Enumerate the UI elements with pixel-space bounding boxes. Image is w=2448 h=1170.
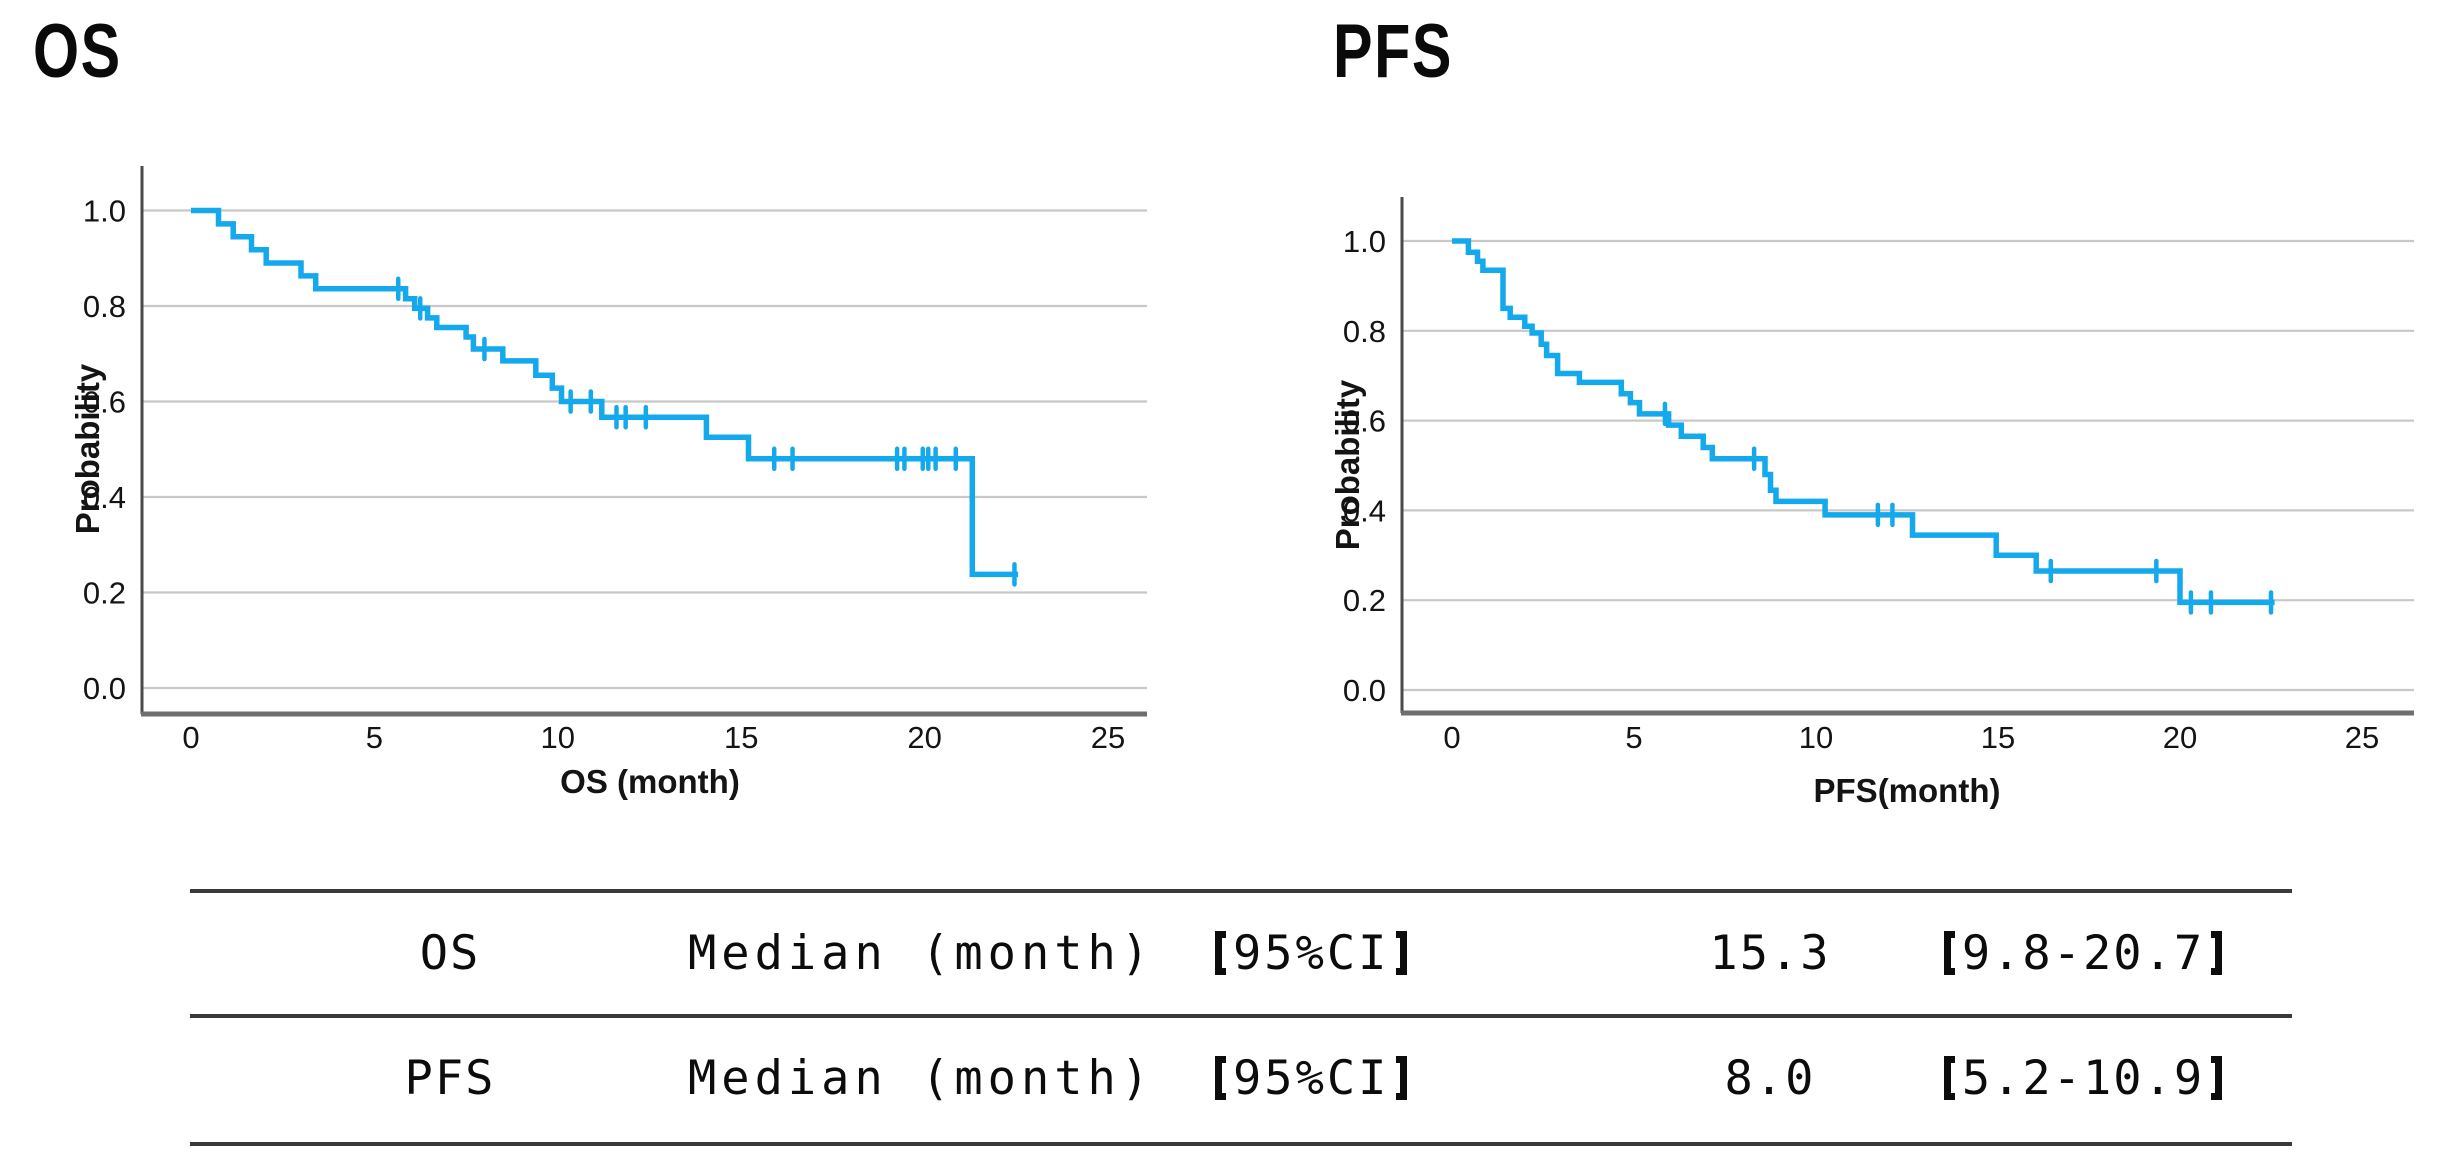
x-tick-label-25: 25: [1091, 720, 1125, 755]
y-tick-label-0.2: 0.2: [83, 576, 126, 611]
os-row-ci-value: 9.8-20.7: [1893, 892, 2273, 1014]
table-rule-middle: [190, 1014, 2292, 1018]
pfs-row-endpoint-label: PFS: [404, 1050, 496, 1106]
pfs-row-median-value: 8.0: [1724, 1050, 1816, 1106]
pfs-row-ci-header: 95%CI: [1215, 1017, 1408, 1139]
pfs-row-ci-header-text: 95%CI: [1233, 1050, 1390, 1106]
x-tick-label-10: 10: [1799, 720, 1833, 755]
right-lenticular-bracket-icon: [2211, 931, 2223, 975]
y-tick-label-0.4: 0.4: [83, 480, 126, 515]
y-tick-label-0.0: 0.0: [1343, 673, 1386, 708]
y-tick-label-0.8: 0.8: [83, 289, 126, 324]
pfs-row-ci-value: 5.2-10.9: [1893, 1017, 2273, 1139]
pfs-row-ci-value-text: 5.2-10.9: [1961, 1050, 2205, 1106]
x-axis-title: PFS(month): [1814, 772, 2001, 809]
table-rule-top: [190, 889, 2292, 893]
left-lenticular-bracket-icon: [1215, 931, 1226, 975]
y-axis-title: Probability: [69, 363, 106, 534]
table-rule-bottom: [190, 1142, 2292, 1146]
y-tick-label-0.6: 0.6: [83, 385, 126, 420]
x-tick-label-20: 20: [907, 720, 941, 755]
pfs-km-chart: 1.0 0.8 0.6 0.4 0.2 0.0 0 5 10 15 20 25 Probability P…: [1329, 197, 2414, 809]
left-lenticular-bracket-icon: [1215, 1056, 1226, 1100]
y-tick-label-1.0: 1.0: [1343, 224, 1386, 259]
y-tick-label-0.4: 0.4: [1343, 493, 1386, 528]
left-lenticular-bracket-icon: [1943, 1056, 1955, 1100]
pfs-panel-title: PFS: [1333, 9, 1453, 94]
x-tick-label-20: 20: [2163, 720, 2197, 755]
os-row-endpoint-label: OS: [419, 925, 481, 981]
x-tick-label-0: 0: [182, 720, 199, 755]
x-tick-label-5: 5: [366, 720, 383, 755]
x-tick-label-15: 15: [724, 720, 758, 755]
os-km-chart: 1.0 0.8 0.6 0.4 0.2 0.0 0 5 10 15 20 25 Probability O…: [69, 166, 1147, 800]
os-panel-title: OS: [33, 9, 122, 94]
x-tick-label-25: 25: [2345, 720, 2379, 755]
y-tick-label-0.8: 0.8: [1343, 314, 1386, 349]
x-tick-label-10: 10: [541, 720, 575, 755]
right-lenticular-bracket-icon: [1396, 931, 1408, 975]
survival-step-curve: [1452, 238, 2275, 606]
os-row-ci-header-text: 95%CI: [1233, 925, 1390, 981]
left-lenticular-bracket-icon: [1943, 931, 1955, 975]
os-row-metric-label: Median (month): [688, 925, 1155, 981]
y-tick-label-0.6: 0.6: [1343, 404, 1386, 439]
os-row-ci-value-text: 9.8-20.7: [1961, 925, 2205, 981]
y-tick-label-0.2: 0.2: [1343, 583, 1386, 618]
y-tick-label-1.0: 1.0: [83, 194, 126, 229]
table-row-pfs: PFS Median (month) 95%CI 8.0 5.2-10.9: [0, 1017, 2448, 1139]
os-row-ci-header: 95%CI: [1215, 892, 1408, 1014]
x-tick-label-0: 0: [1443, 720, 1460, 755]
x-tick-label-5: 5: [1625, 720, 1642, 755]
x-axis-title: OS (month): [560, 763, 740, 800]
y-axis-title: Probability: [1329, 379, 1366, 550]
x-tick-label-15: 15: [1981, 720, 2015, 755]
right-lenticular-bracket-icon: [1396, 1056, 1408, 1100]
right-lenticular-bracket-icon: [2211, 1056, 2223, 1100]
pfs-row-metric-label: Median (month): [688, 1050, 1155, 1106]
survival-step-curve: [191, 207, 1019, 578]
os-row-median-value: 15.3: [1709, 925, 1831, 981]
table-row-os: OS Median (month) 95%CI 15.3 9.8-20.7: [0, 892, 2448, 1014]
y-tick-label-0.0: 0.0: [83, 671, 126, 706]
